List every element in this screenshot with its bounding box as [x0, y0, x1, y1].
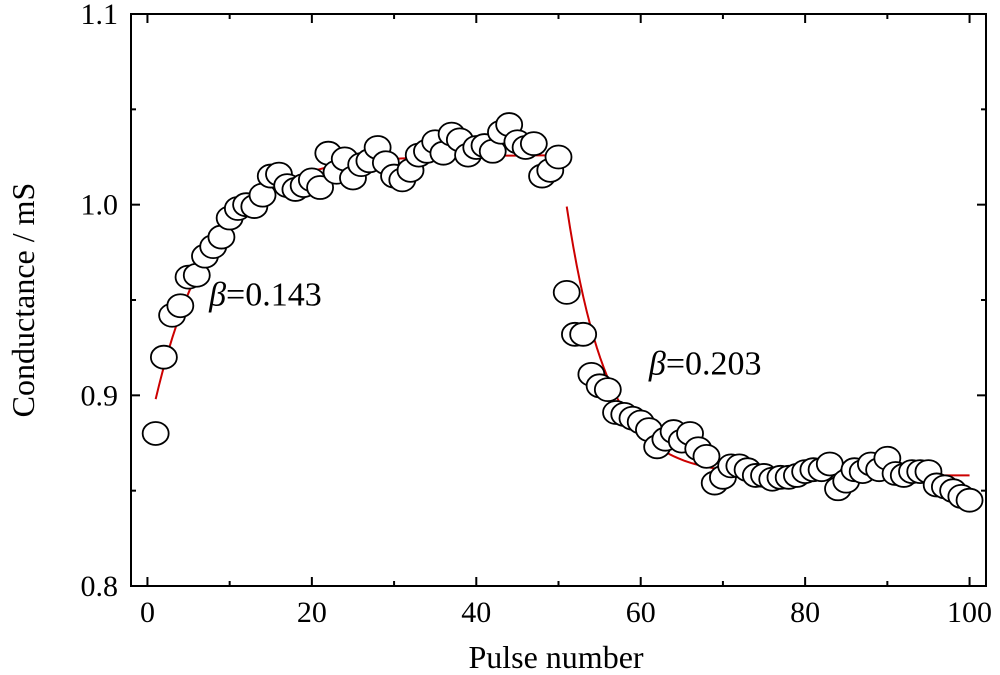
x-tick-label: 0: [140, 596, 155, 629]
data-point: [955, 487, 984, 513]
axes: [130, 13, 987, 587]
y-tick-label: 0.9: [81, 379, 119, 412]
tick-labels: 0 20 40 60 80 100 0.8 0.9 1.0 1.1: [81, 0, 993, 629]
x-tick-label: 80: [790, 596, 820, 629]
beta-value: =0.203: [666, 345, 762, 382]
x-tick-label: 20: [297, 596, 327, 629]
data-point: [141, 421, 170, 446]
fit-curves: [154, 154, 970, 477]
data-point: [149, 344, 178, 370]
beta-annotation-growth: β=0.143: [208, 277, 322, 314]
data-point: [306, 175, 334, 200]
y-tick-label: 1.0: [81, 189, 119, 222]
y-tick-label: 1.1: [81, 0, 119, 31]
data-point: [544, 144, 573, 170]
x-axis-title: Pulse number: [468, 639, 643, 675]
data-point: [519, 131, 548, 157]
beta-annotation-decay: β=0.203: [648, 345, 762, 382]
data-point: [692, 443, 721, 469]
y-tick-label: 0.8: [81, 570, 119, 603]
data-point: [569, 321, 598, 347]
x-tick-label: 60: [626, 596, 656, 629]
fit-curve-decay: [565, 206, 970, 477]
beta-value: =0.143: [226, 277, 322, 314]
beta-symbol: β: [208, 277, 226, 314]
data-points: [141, 112, 984, 513]
data-point: [552, 279, 581, 305]
data-point: [593, 377, 622, 403]
data-point: [166, 293, 195, 319]
y-axis-title: Conductance / mS: [5, 183, 41, 418]
beta-symbol: β: [648, 345, 666, 382]
x-tick-label: 40: [461, 596, 491, 629]
x-tick-label: 100: [947, 596, 992, 629]
